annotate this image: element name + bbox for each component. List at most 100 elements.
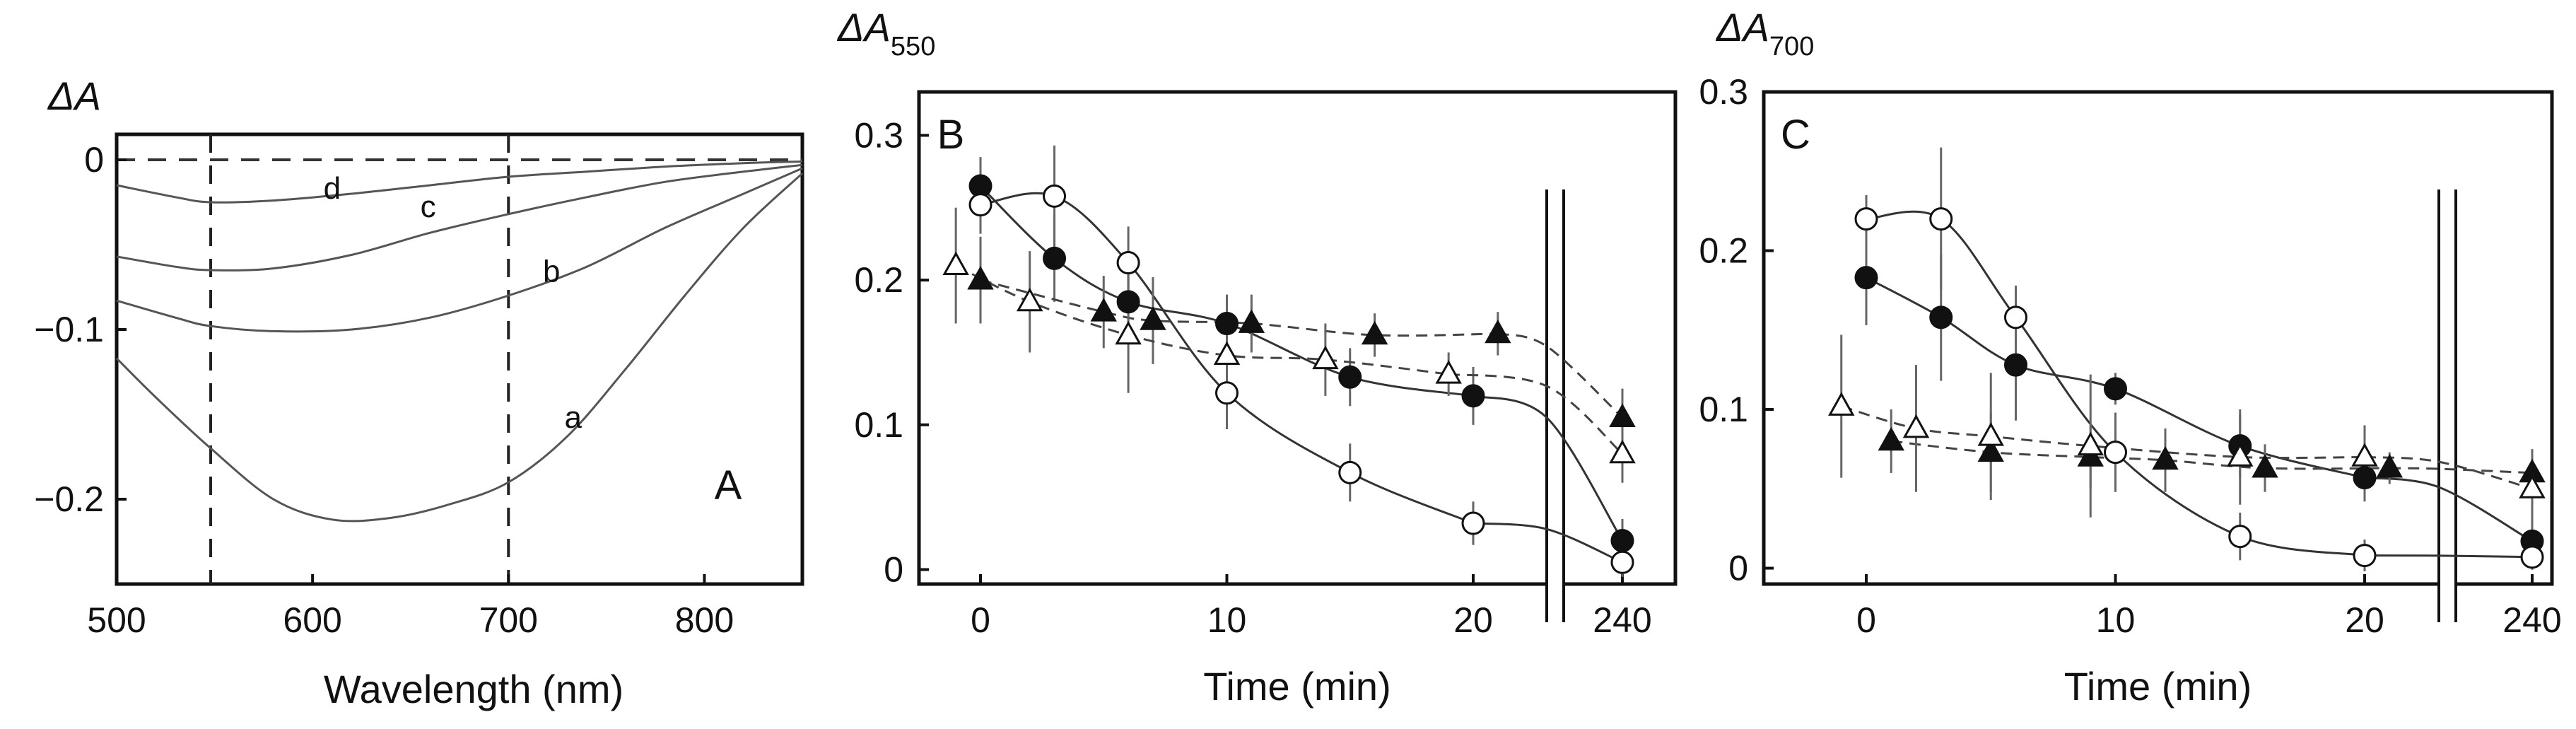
y-tick-label-c-1: 0.1 <box>1699 390 1748 429</box>
y-axis-label-sub-c: 700 <box>1769 32 1814 62</box>
x-tick-label-b-3: 240 <box>1593 600 1651 640</box>
panel-c: 0 10 20 240 0 0.1 0.2 0.3 C Time (min) ΔA700 <box>1699 5 2561 708</box>
data-point-b-1-2 <box>1116 251 1140 275</box>
data-point-c-1-2 <box>2004 305 2027 329</box>
spectrum-curve-b <box>116 167 803 333</box>
x-axis-label-a: Wavelength (nm) <box>324 667 623 711</box>
y-tick-label-a-2: −0.2 <box>34 479 104 519</box>
data-point-c-1-3 <box>2104 441 2127 465</box>
data-point-c-2-5 <box>2376 454 2403 478</box>
y-tick-label-c-0: 0 <box>1728 549 1748 588</box>
panel-label-c: C <box>1781 112 1810 158</box>
spectrum-curve-c <box>116 163 803 272</box>
data-point-c-3-0 <box>1828 392 1855 416</box>
axis-break-gap-c <box>2439 189 2456 622</box>
fit-line-tail-c-1 <box>2364 554 2533 559</box>
data-point-b-3-2 <box>1115 320 1142 345</box>
fit-line-tail-c-2 <box>2389 467 2533 474</box>
y-axis-label-c: ΔA700 <box>1715 5 1814 62</box>
data-point-b-2-2 <box>1140 306 1166 330</box>
data-point-b-0-5 <box>1461 384 1485 408</box>
x-tick-label-a-3: 800 <box>675 600 734 640</box>
spectrum-curve-d <box>116 160 803 204</box>
data-point-b-0-1 <box>1043 246 1067 270</box>
x-tick-label-a-2: 700 <box>479 600 538 640</box>
data-point-b-3-1 <box>1016 287 1043 312</box>
data-point-c-2-4 <box>2252 454 2278 478</box>
x-tick-label-b-2: 20 <box>1453 600 1493 640</box>
y-tick-label-c-2: 0.2 <box>1699 231 1748 271</box>
panel-b-frame <box>917 90 1678 586</box>
x-tick-label-c-0: 0 <box>1856 600 1876 640</box>
data-point-c-3-6 <box>2519 474 2546 498</box>
data-point-c-3-3 <box>2077 431 2104 456</box>
data-point-c-2-0 <box>1878 426 1904 451</box>
x-tick-label-c-2: 20 <box>2345 600 2384 640</box>
y-axis-label-a: ΔA <box>47 74 101 118</box>
panel-b: 0 10 20 240 0 0.1 0.2 0.3 B Time (min) ΔA550 <box>836 5 1678 708</box>
data-point-c-1-4 <box>2228 525 2252 549</box>
data-point-b-1-1 <box>1043 184 1067 208</box>
panel-label-b: B <box>937 112 965 158</box>
panel-a: 500 600 700 800 0 −0.1 −0.2 a b c d A Wavelength (nm… <box>34 74 804 711</box>
y-tick-label-b-3: 0.3 <box>854 115 903 155</box>
axis-break-gap-b <box>1547 189 1564 622</box>
data-point-c-2-3 <box>2152 445 2179 470</box>
fit-line-tail-b-1 <box>1473 522 1623 564</box>
data-point-c-3-4 <box>2227 443 2254 467</box>
data-point-b-1-4 <box>1338 460 1362 484</box>
data-point-b-3-5 <box>1435 360 1462 384</box>
data-point-b-0-3 <box>1215 312 1239 336</box>
fit-line-tail-b-2 <box>1497 332 1624 419</box>
data-point-b-2-0 <box>967 266 994 290</box>
data-point-b-0-2 <box>1116 290 1140 314</box>
data-point-b-0-6 <box>1610 529 1634 553</box>
x-tick-label-c-3: 240 <box>2502 600 2561 640</box>
panel-label-a: A <box>715 462 742 508</box>
data-point-c-0-2 <box>2004 353 2027 377</box>
y-tick-label-b-0: 0 <box>884 550 903 590</box>
data-point-c-0-1 <box>1929 305 1953 329</box>
data-point-b-0-4 <box>1338 365 1362 389</box>
data-point-c-1-0 <box>1854 207 1878 231</box>
x-tick-label-b-0: 0 <box>971 600 990 640</box>
y-axis-label-sub-b: 550 <box>891 32 935 62</box>
fit-line-tail-b-3 <box>1448 373 1624 455</box>
data-point-b-2-1 <box>1090 298 1117 322</box>
panel-c-frame <box>1762 90 2554 586</box>
data-point-c-1-1 <box>1929 207 1953 231</box>
data-point-c-2-1 <box>1977 438 2004 462</box>
data-point-c-3-5 <box>2351 443 2378 467</box>
y-tick-label-c-3: 0.3 <box>1699 72 1748 112</box>
data-point-b-2-4 <box>1361 320 1388 345</box>
data-point-b-1-0 <box>968 193 993 217</box>
curve-label-d: d <box>324 171 341 206</box>
data-point-b-3-6 <box>1609 439 1636 464</box>
data-point-c-3-2 <box>1977 422 2004 446</box>
data-point-c-0-0 <box>1854 266 1878 290</box>
curve-label-a: a <box>565 400 582 435</box>
spectrum-curve-a <box>115 173 804 523</box>
fit-line-tail-c-0 <box>2364 477 2533 542</box>
x-axis-label-c: Time (min) <box>2064 664 2252 708</box>
data-point-b-3-3 <box>1213 341 1241 365</box>
fit-line-c-2 <box>1891 440 2390 470</box>
y-tick-label-b-1: 0.1 <box>854 405 903 445</box>
fit-line-b-2 <box>980 279 1498 337</box>
data-point-b-2-5 <box>1485 319 1511 344</box>
x-tick-label-c-1: 10 <box>2096 600 2136 640</box>
data-point-b-1-6 <box>1610 550 1634 574</box>
data-point-c-3-1 <box>1902 414 1930 438</box>
data-point-b-2-3 <box>1238 309 1265 333</box>
data-point-c-0-3 <box>2104 377 2127 401</box>
y-tick-label-a-1: −0.1 <box>34 310 104 349</box>
curve-label-b: b <box>543 254 560 288</box>
y-axis-label-b: ΔA550 <box>836 5 935 62</box>
data-point-c-0-5 <box>2353 466 2377 490</box>
y-tick-label-b-2: 0.2 <box>854 260 903 300</box>
x-tick-label-b-1: 10 <box>1207 600 1247 640</box>
data-point-b-1-5 <box>1461 511 1485 535</box>
curve-label-c: c <box>421 189 436 224</box>
